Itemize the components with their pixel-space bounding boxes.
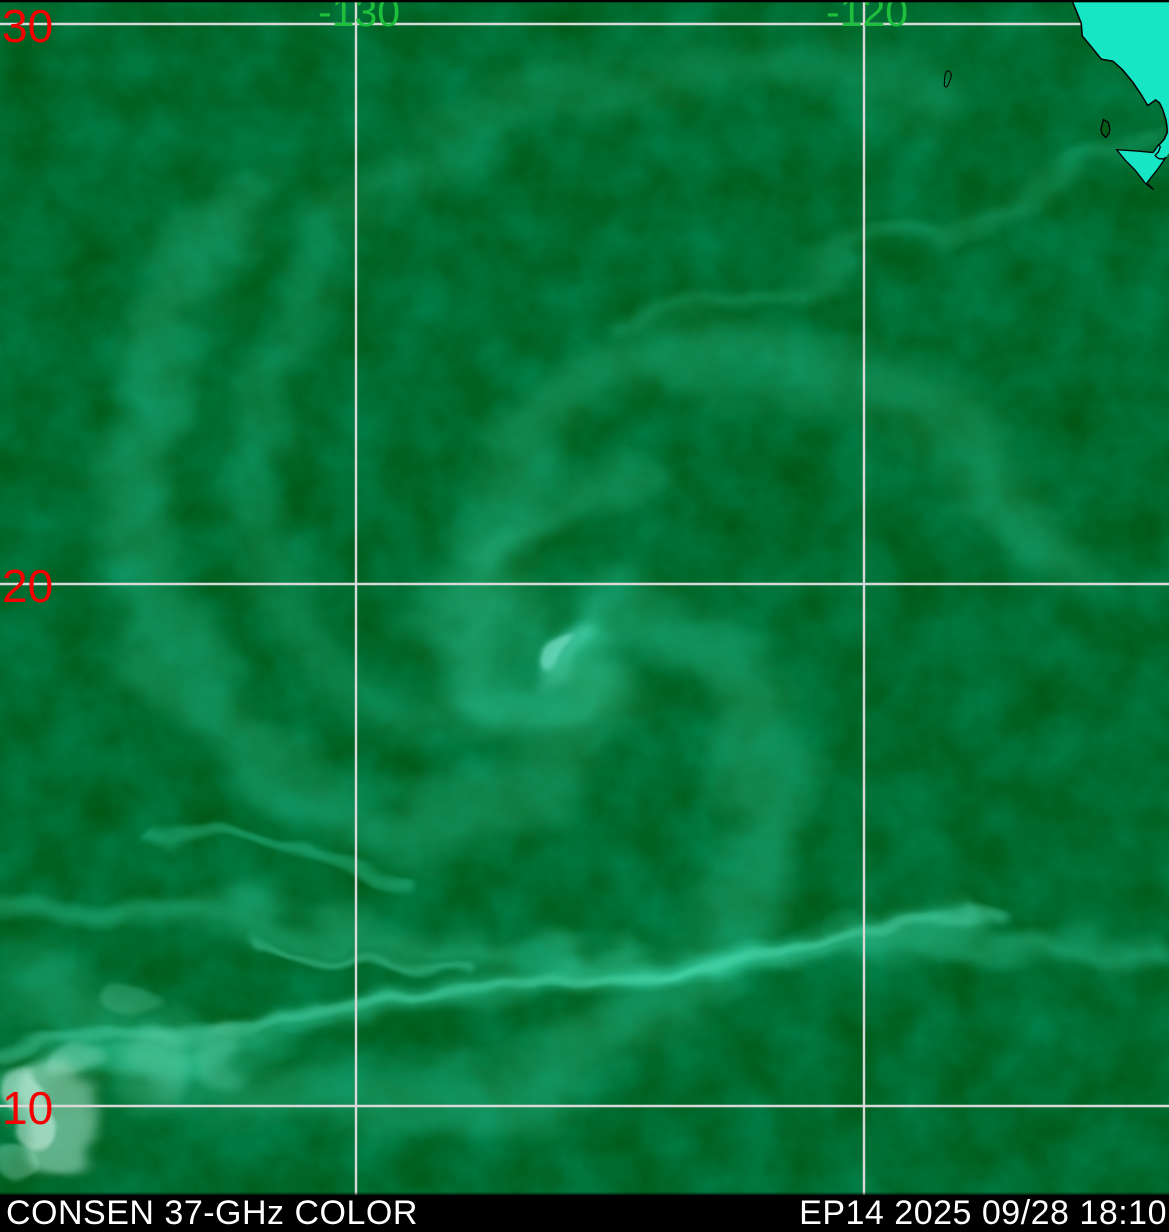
svg-text:-120: -120 xyxy=(826,0,908,35)
svg-text:-130: -130 xyxy=(318,0,400,35)
svg-text:10: 10 xyxy=(2,1082,53,1134)
svg-text:30: 30 xyxy=(2,0,53,52)
svg-text:20: 20 xyxy=(2,560,53,612)
